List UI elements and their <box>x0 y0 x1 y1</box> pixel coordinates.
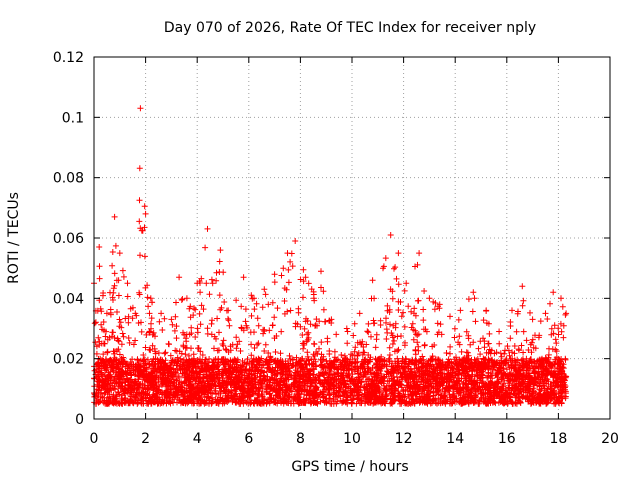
x-tick-label: 4 <box>193 431 202 447</box>
x-axis-label: GPS time / hours <box>291 459 408 475</box>
data-points <box>91 105 570 407</box>
y-tick-label: 0.06 <box>53 231 84 247</box>
x-tick-label: 8 <box>296 431 305 447</box>
chart-title: Day 070 of 2026, Rate Of TEC Index for r… <box>164 20 536 36</box>
y-tick-labels: 0 0.02 0.04 0.06 0.08 0.1 0.12 <box>53 50 84 428</box>
y-tick-label: 0.04 <box>53 291 84 307</box>
x-tick-label: 20 <box>601 431 619 447</box>
x-tick-label: 0 <box>90 431 99 447</box>
y-tick-label: 0.12 <box>53 50 84 66</box>
x-tick-label: 14 <box>446 431 464 447</box>
x-tick-labels: 0 2 4 6 8 10 12 14 16 18 20 <box>90 431 619 447</box>
y-axis-label: ROTI / TECUs <box>6 192 22 284</box>
x-tick-label: 16 <box>498 431 516 447</box>
y-tick-label: 0.02 <box>53 352 84 368</box>
roti-scatter-series <box>91 105 570 407</box>
y-tick-label: 0 <box>75 412 84 428</box>
y-tick-label: 0.1 <box>62 110 84 126</box>
tick-marks <box>93 56 611 420</box>
x-tick-label: 2 <box>141 431 150 447</box>
x-tick-label: 6 <box>244 431 253 447</box>
y-tick-label: 0.08 <box>53 171 84 187</box>
grid-lines <box>94 57 610 419</box>
x-tick-label: 18 <box>549 431 567 447</box>
x-tick-label: 12 <box>395 431 413 447</box>
x-tick-label: 10 <box>343 431 361 447</box>
